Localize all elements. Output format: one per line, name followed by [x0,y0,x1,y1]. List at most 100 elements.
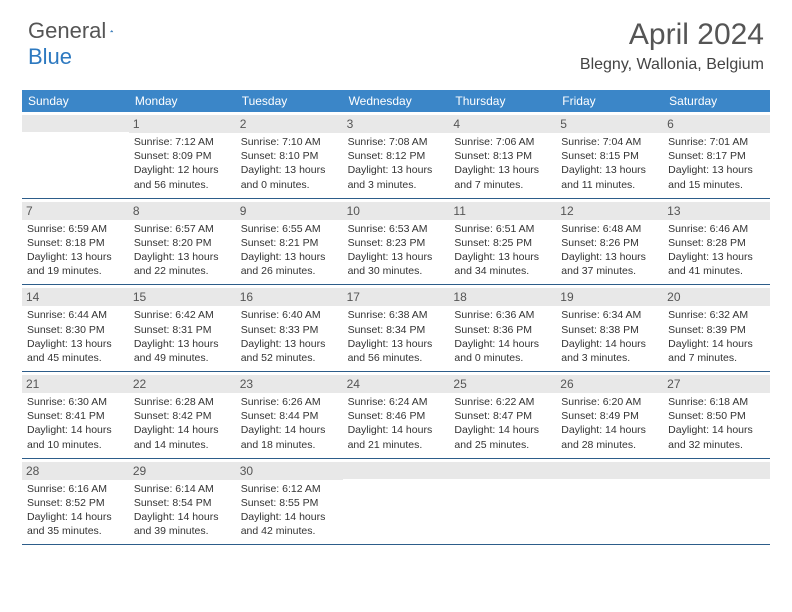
logo-sail-icon [110,24,113,38]
day-daylight1: Daylight: 14 hours [241,423,338,437]
date-number: 6 [663,115,770,133]
logo: General [28,18,132,44]
day-daylight1: Daylight: 13 hours [561,250,658,264]
day-cell: 14 Sunrise: 6:44 AMSunset: 8:30 PMDayligh… [22,285,129,371]
day-daylight1: Daylight: 13 hours [134,337,231,351]
day-daylight1: Daylight: 13 hours [348,250,445,264]
day-sunset: Sunset: 8:31 PM [134,323,231,337]
day-sunset: Sunset: 8:13 PM [454,149,551,163]
day-sunset: Sunset: 8:33 PM [241,323,338,337]
day-daylight1: Daylight: 14 hours [561,423,658,437]
date-number: 9 [236,202,343,220]
week-row: 21Sunrise: 6:30 AMSunset: 8:41 PMDayligh… [22,372,770,459]
day-cell: 25Sunrise: 6:22 AMSunset: 8:47 PMDayligh… [449,372,556,458]
day-sunset: Sunset: 8:30 PM [27,323,124,337]
weeks-container: 1Sunrise: 7:12 AMSunset: 8:09 PMDaylight… [22,112,770,545]
date-number: 28 [22,462,129,480]
day-sunset: Sunset: 8:50 PM [668,409,765,423]
day-sunrise: Sunrise: 6:57 AM [134,222,231,236]
day-sunrise: Sunrise: 6:40 AM [241,308,338,322]
day-daylight2: and 56 minutes. [348,351,445,365]
day-cell: 24Sunrise: 6:24 AMSunset: 8:46 PMDayligh… [343,372,450,458]
day-cell: 10Sunrise: 6:53 AMSunset: 8:23 PMDayligh… [343,199,450,285]
day-daylight1: Daylight: 13 hours [561,163,658,177]
calendar-grid: SundayMondayTuesdayWednesdayThursdayFrid… [22,90,770,545]
day-cell: 19Sunrise: 6:34 AMSunset: 8:38 PMDayligh… [556,285,663,371]
day-daylight2: and 3 minutes. [561,351,658,365]
month-title: April 2024 [580,18,764,52]
date-number: 17 [343,288,450,306]
day-daylight1: Daylight: 14 hours [27,510,124,524]
day-cell: 21Sunrise: 6:30 AMSunset: 8:41 PMDayligh… [22,372,129,458]
day-sunrise: Sunrise: 6:20 AM [561,395,658,409]
day-sunset: Sunset: 8:21 PM [241,236,338,250]
day-sunrise: Sunrise: 6:26 AM [241,395,338,409]
day-daylight1: Daylight: 13 hours [27,337,124,351]
day-cell: 17Sunrise: 6:38 AMSunset: 8:34 PMDayligh… [343,285,450,371]
day-header-saturday: Saturday [663,90,770,112]
day-daylight2: and 35 minutes. [27,524,124,538]
day-daylight2: and 3 minutes. [348,178,445,192]
day-daylight1: Daylight: 14 hours [561,337,658,351]
day-daylight1: Daylight: 14 hours [241,510,338,524]
date-number: 27 [663,375,770,393]
day-header-row: SundayMondayTuesdayWednesdayThursdayFrid… [22,90,770,112]
logo-text-blue-wrap: Blue [28,44,72,70]
date-number: 4 [449,115,556,133]
day-sunrise: Sunrise: 6:18 AM [668,395,765,409]
day-daylight2: and 11 minutes. [561,178,658,192]
day-sunrise: Sunrise: 6:51 AM [454,222,551,236]
day-daylight1: Daylight: 13 hours [454,163,551,177]
day-daylight2: and 49 minutes. [134,351,231,365]
day-daylight2: and 0 minutes. [454,351,551,365]
day-sunset: Sunset: 8:41 PM [27,409,124,423]
day-sunrise: Sunrise: 6:34 AM [561,308,658,322]
day-daylight1: Daylight: 13 hours [134,250,231,264]
day-daylight2: and 15 minutes. [668,178,765,192]
day-sunrise: Sunrise: 6:24 AM [348,395,445,409]
day-header-tuesday: Tuesday [236,90,343,112]
day-daylight1: Daylight: 14 hours [134,423,231,437]
title-block: April 2024 Blegny, Wallonia, Belgium [580,18,764,74]
day-sunset: Sunset: 8:25 PM [454,236,551,250]
day-sunset: Sunset: 8:38 PM [561,323,658,337]
day-daylight2: and 45 minutes. [27,351,124,365]
day-daylight2: and 42 minutes. [241,524,338,538]
day-sunrise: Sunrise: 6:12 AM [241,482,338,496]
day-sunset: Sunset: 8:55 PM [241,496,338,510]
day-sunset: Sunset: 8:28 PM [668,236,765,250]
day-daylight2: and 30 minutes. [348,264,445,278]
day-cell: 9Sunrise: 6:55 AMSunset: 8:21 PMDaylight… [236,199,343,285]
day-sunrise: Sunrise: 6:28 AM [134,395,231,409]
date-number: 14 [22,288,129,306]
date-number: 3 [343,115,450,133]
day-sunset: Sunset: 8:18 PM [27,236,124,250]
day-cell: 20Sunrise: 6:32 AMSunset: 8:39 PMDayligh… [663,285,770,371]
day-header-thursday: Thursday [449,90,556,112]
day-daylight2: and 7 minutes. [454,178,551,192]
date-number: 7 [22,202,129,220]
day-daylight1: Daylight: 13 hours [668,163,765,177]
day-cell: 23Sunrise: 6:26 AMSunset: 8:44 PMDayligh… [236,372,343,458]
day-cell: 12Sunrise: 6:48 AMSunset: 8:26 PMDayligh… [556,199,663,285]
day-header-friday: Friday [556,90,663,112]
day-daylight2: and 56 minutes. [134,178,231,192]
day-daylight2: and 0 minutes. [241,178,338,192]
day-sunset: Sunset: 8:44 PM [241,409,338,423]
day-cell: 27Sunrise: 6:18 AMSunset: 8:50 PMDayligh… [663,372,770,458]
day-daylight2: and 28 minutes. [561,438,658,452]
day-sunrise: Sunrise: 7:12 AM [134,135,231,149]
date-number: 5 [556,115,663,133]
date-number: 8 [129,202,236,220]
day-sunset: Sunset: 8:36 PM [454,323,551,337]
day-cell: 2Sunrise: 7:10 AMSunset: 8:10 PMDaylight… [236,112,343,198]
day-daylight2: and 25 minutes. [454,438,551,452]
date-number: 1 [129,115,236,133]
day-cell [22,112,129,198]
day-daylight2: and 18 minutes. [241,438,338,452]
day-sunrise: Sunrise: 6:44 AM [27,308,124,322]
empty-date-bar [449,462,556,479]
day-cell: 7Sunrise: 6:59 AMSunset: 8:18 PMDaylight… [22,199,129,285]
date-number: 22 [129,375,236,393]
day-sunrise: Sunrise: 7:01 AM [668,135,765,149]
